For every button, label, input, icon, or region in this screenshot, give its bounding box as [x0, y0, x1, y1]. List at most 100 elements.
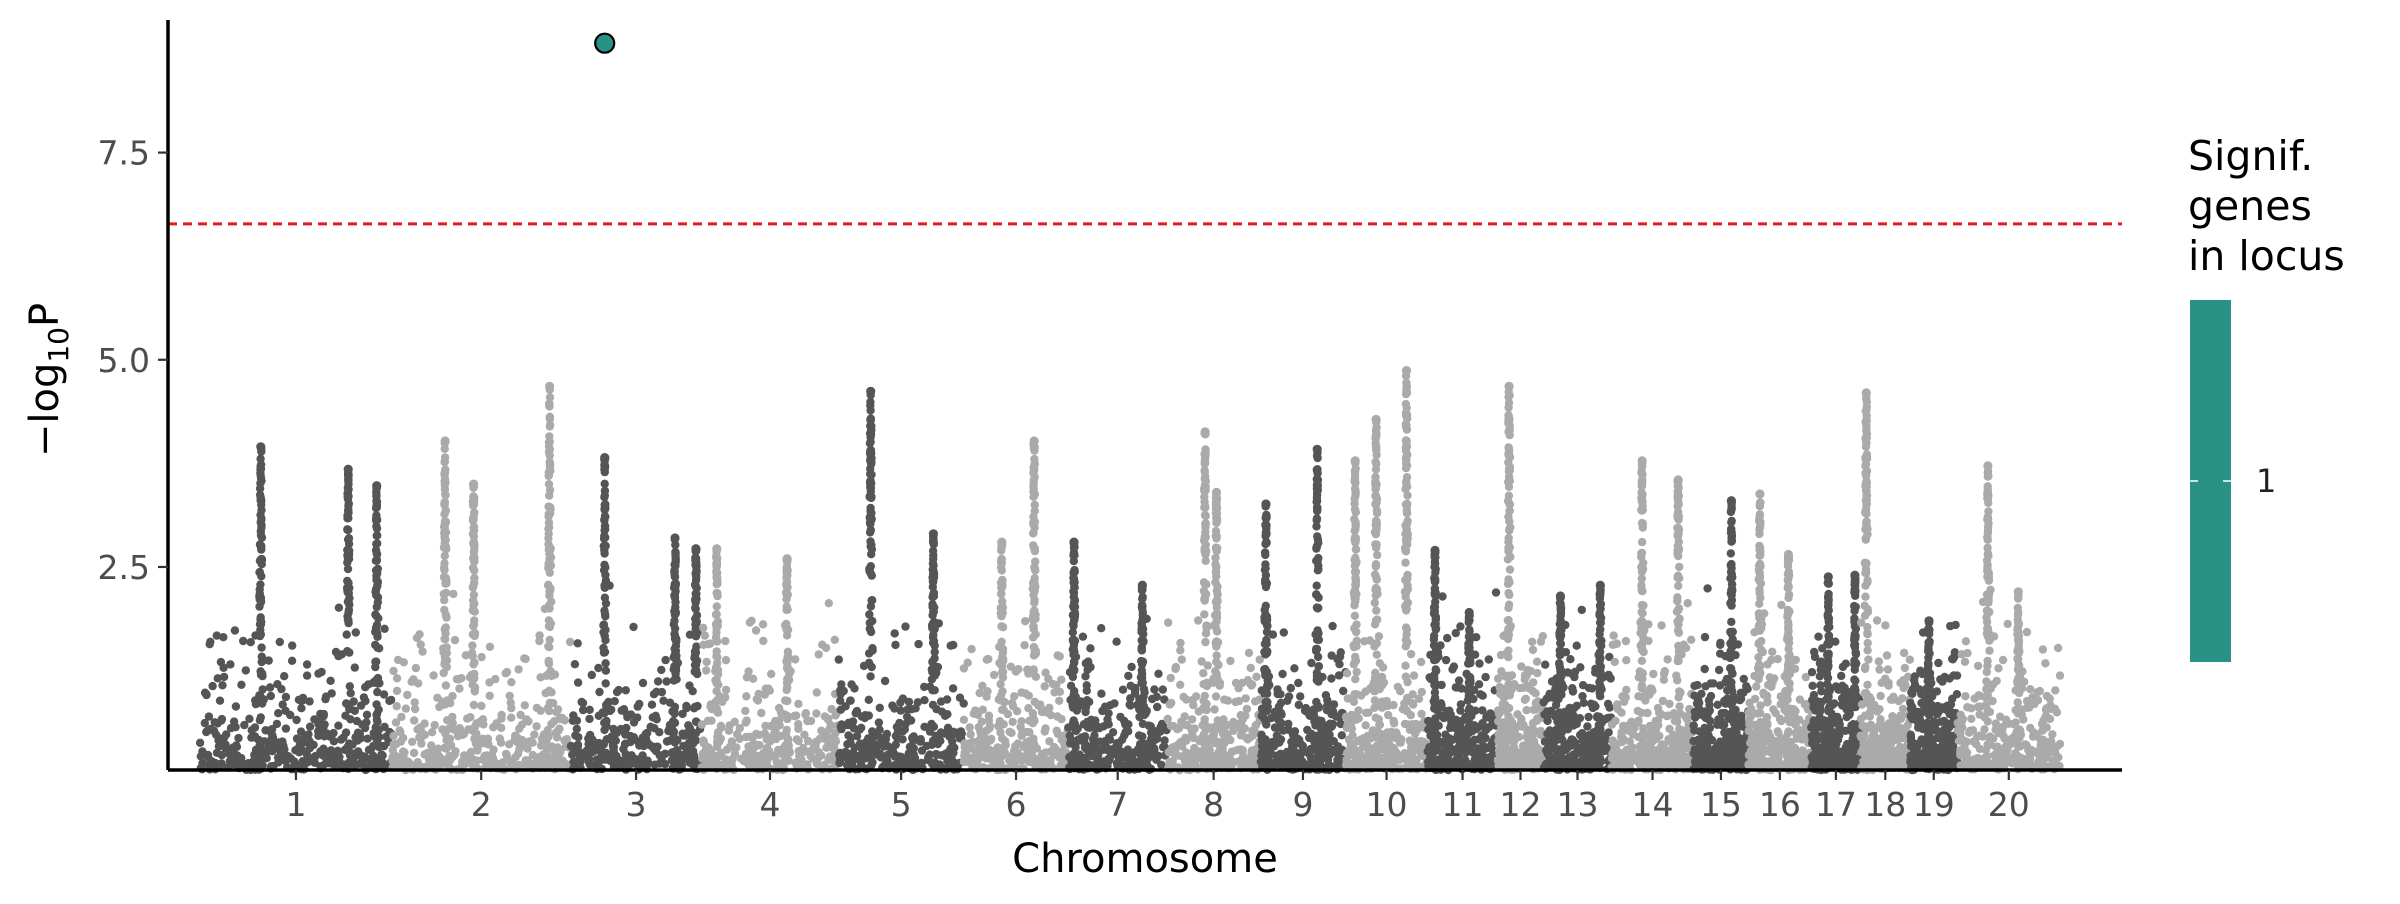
peak-point — [1262, 538, 1271, 547]
data-point — [966, 730, 975, 739]
data-point — [852, 731, 862, 741]
data-point — [1298, 741, 1308, 751]
data-point — [1484, 655, 1494, 664]
data-point — [461, 651, 470, 660]
peak-point — [1431, 625, 1441, 634]
peak-point — [346, 715, 355, 724]
data-point — [891, 740, 900, 749]
data-point — [1176, 680, 1185, 689]
data-point — [212, 748, 222, 757]
peak-point — [1371, 445, 1381, 454]
peak-point — [864, 695, 873, 704]
peak-point — [999, 705, 1008, 715]
peak-point — [1463, 736, 1472, 746]
peak-point — [439, 668, 448, 678]
peak-point — [372, 738, 382, 747]
data-point — [219, 633, 228, 642]
peak-point — [600, 493, 609, 502]
peak-point — [443, 716, 452, 725]
peak-point — [1351, 652, 1360, 662]
peak-point — [783, 605, 792, 614]
peak-point — [1313, 652, 1323, 662]
data-point — [834, 655, 843, 664]
data-point — [1030, 697, 1040, 707]
peak-point — [712, 579, 721, 589]
data-point — [455, 684, 464, 693]
data-point — [682, 701, 691, 711]
data-point — [535, 631, 544, 640]
peak-point — [1372, 606, 1381, 615]
peak-point — [689, 704, 699, 713]
data-point — [1389, 700, 1398, 710]
peak-point — [469, 500, 479, 509]
data-point — [752, 729, 761, 739]
data-point — [1246, 758, 1256, 767]
peak-point — [691, 632, 701, 641]
data-point — [1344, 735, 1354, 744]
data-point — [292, 734, 302, 743]
peak-point — [371, 640, 380, 650]
peak-point — [1370, 696, 1380, 705]
data-point — [478, 734, 487, 743]
peak-point — [600, 522, 610, 531]
peak-point — [1263, 697, 1272, 707]
data-point — [420, 750, 429, 759]
data-point — [532, 722, 541, 731]
data-point — [1236, 711, 1245, 720]
data-point — [1475, 659, 1484, 668]
peak-point — [1069, 602, 1078, 611]
data-point — [246, 638, 255, 647]
peak-point — [1432, 651, 1441, 660]
peak-point — [1370, 703, 1379, 712]
chromosome-2-points — [388, 381, 575, 775]
data-point — [629, 622, 638, 632]
peak-point — [866, 525, 875, 535]
peak-point — [601, 679, 610, 688]
peak-point — [470, 669, 479, 679]
data-point — [660, 750, 669, 759]
data-point — [1467, 727, 1477, 736]
data-point — [241, 666, 250, 675]
data-point — [526, 759, 535, 768]
peak-point — [1030, 544, 1039, 553]
data-point — [389, 740, 398, 749]
data-point — [1154, 669, 1163, 678]
peak-point — [1210, 722, 1219, 732]
peak-point — [672, 651, 681, 660]
data-point — [1194, 616, 1203, 625]
data-point — [573, 639, 582, 648]
data-point — [429, 671, 438, 680]
peak-point — [343, 588, 352, 597]
peak-point — [372, 492, 381, 501]
peak-point — [545, 393, 555, 402]
data-point — [764, 684, 773, 693]
peak-point — [670, 580, 679, 589]
peak-point — [1029, 481, 1038, 490]
peak-point — [1029, 665, 1038, 674]
peak-point — [1401, 558, 1410, 567]
data-point — [1020, 617, 1030, 626]
peak-point — [1401, 575, 1410, 585]
data-point — [1124, 720, 1133, 729]
peak-point — [469, 620, 479, 629]
data-point — [831, 737, 841, 746]
peak-point — [600, 581, 609, 590]
data-point — [360, 755, 369, 764]
peak-point — [1463, 759, 1473, 769]
data-point — [730, 749, 740, 758]
peak-point — [1137, 600, 1147, 610]
data-point — [319, 744, 328, 753]
data-point — [577, 697, 586, 707]
data-point — [831, 711, 840, 720]
peak-point — [441, 729, 450, 738]
peak-point — [1213, 543, 1222, 553]
peak-point — [927, 675, 937, 684]
data-point — [203, 750, 213, 760]
data-point — [814, 650, 823, 659]
peak-point — [1200, 474, 1209, 483]
data-point — [741, 718, 750, 727]
data-point — [485, 752, 494, 761]
peak-point — [1139, 692, 1148, 701]
data-point — [773, 732, 782, 741]
peak-point — [1138, 756, 1148, 766]
